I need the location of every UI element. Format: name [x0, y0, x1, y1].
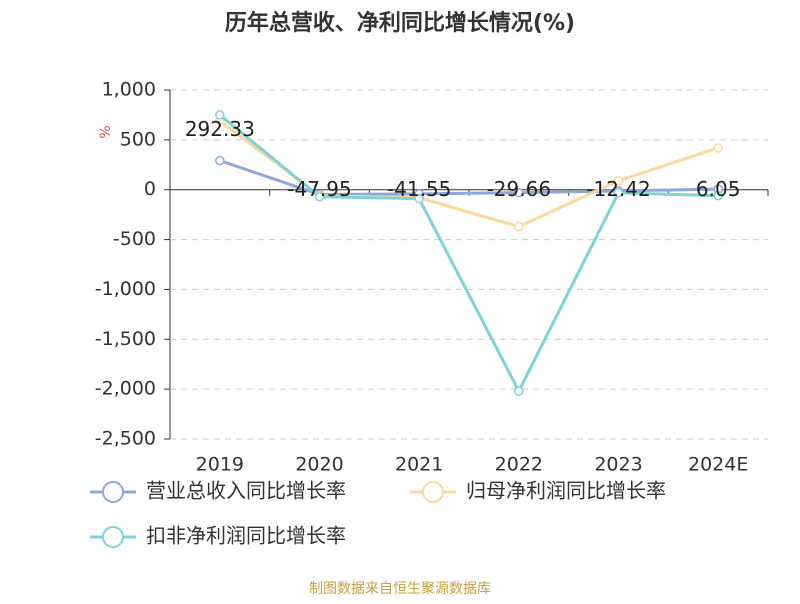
- x-tick-label: 2020: [295, 454, 343, 476]
- data-label: 292.33: [185, 117, 255, 141]
- y-tick-label: -2,500: [95, 428, 156, 450]
- point: [514, 221, 524, 232]
- data-label: -12.42: [586, 177, 650, 201]
- legend-marker: [102, 526, 124, 548]
- y-tick-label: 1,000: [102, 79, 156, 101]
- series-line: [219, 159, 719, 196]
- legend-label: 归母净利润同比增长率: [466, 479, 666, 503]
- point: [215, 155, 225, 166]
- point: [613, 175, 624, 186]
- chart-title: 历年总营收、净利同比增长情况(%): [225, 10, 575, 36]
- legend-marker: [422, 481, 444, 503]
- x-tick-label: 2019: [196, 454, 244, 476]
- data-label: 6.05: [696, 177, 741, 201]
- y-tick-label: -500: [113, 228, 156, 250]
- legend-label: 营业总收入同比增长率: [146, 479, 346, 503]
- point: [514, 187, 524, 198]
- y-tick-label: 500: [120, 128, 156, 150]
- y-tick-label: -1,000: [95, 278, 156, 300]
- x-tick-label: 2024E: [688, 454, 748, 476]
- series-line: [218, 113, 719, 395]
- legend-marker: [102, 481, 124, 503]
- point: [215, 110, 225, 120]
- y-tick-label: -2,000: [95, 378, 156, 400]
- point: [613, 187, 624, 198]
- series-line: [218, 119, 719, 229]
- point: [514, 386, 524, 396]
- data-label: -29.66: [487, 177, 551, 201]
- x-tick-label: 2023: [594, 454, 642, 476]
- point: [713, 143, 723, 153]
- source-note: 制图数据来自恒生聚源数据库: [309, 581, 491, 597]
- legend-label: 扣非净利润同比增长率: [146, 524, 346, 548]
- point: [713, 190, 723, 201]
- data-label: -47.95: [287, 177, 351, 201]
- data-label: -41.55: [387, 177, 451, 201]
- y-axis-label: %: [98, 125, 114, 138]
- y-tick-label: 0: [144, 178, 156, 200]
- point: [414, 193, 424, 204]
- point: [314, 191, 325, 202]
- y-tick-label: -1,500: [95, 328, 156, 350]
- x-tick-label: 2021: [395, 454, 443, 476]
- x-tick-label: 2022: [495, 454, 543, 476]
